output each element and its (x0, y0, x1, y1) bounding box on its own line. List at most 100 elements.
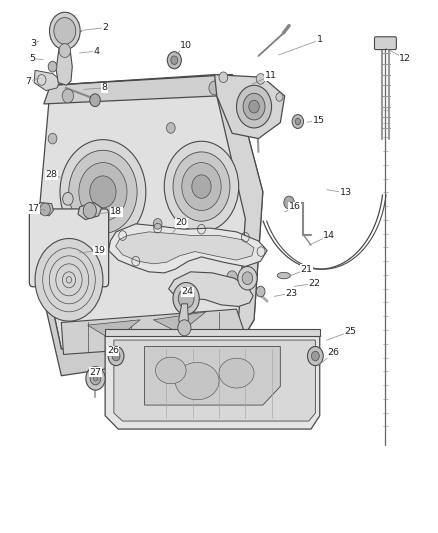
Circle shape (35, 239, 103, 321)
Polygon shape (88, 320, 140, 341)
Polygon shape (35, 235, 254, 376)
Text: 26: 26 (328, 349, 340, 357)
Polygon shape (153, 312, 206, 333)
Circle shape (49, 12, 80, 50)
Circle shape (192, 175, 211, 198)
FancyBboxPatch shape (29, 209, 109, 287)
Circle shape (238, 266, 257, 290)
Text: 17: 17 (28, 205, 40, 213)
Circle shape (79, 163, 127, 221)
Polygon shape (44, 75, 232, 104)
Circle shape (60, 140, 146, 244)
Circle shape (243, 93, 265, 120)
FancyBboxPatch shape (374, 37, 396, 50)
Circle shape (256, 286, 265, 297)
Text: 21: 21 (300, 265, 313, 273)
Text: 24: 24 (181, 287, 194, 296)
Text: 14: 14 (323, 231, 336, 240)
Polygon shape (37, 75, 263, 349)
Ellipse shape (155, 357, 186, 384)
Text: 23: 23 (285, 289, 297, 297)
Text: 12: 12 (399, 54, 411, 63)
Circle shape (209, 81, 220, 95)
Circle shape (86, 367, 105, 390)
Circle shape (48, 61, 57, 72)
Ellipse shape (277, 272, 290, 279)
Ellipse shape (219, 358, 254, 388)
Circle shape (108, 346, 124, 366)
Circle shape (173, 152, 230, 221)
Polygon shape (215, 75, 285, 139)
Circle shape (242, 272, 253, 285)
Circle shape (112, 351, 120, 361)
Text: 1: 1 (317, 36, 323, 44)
Circle shape (284, 196, 294, 209)
Text: 28: 28 (46, 171, 58, 179)
Text: 5: 5 (29, 54, 35, 63)
Text: 7: 7 (25, 77, 32, 86)
Circle shape (292, 115, 304, 128)
Circle shape (63, 192, 73, 205)
Circle shape (90, 176, 116, 208)
Polygon shape (105, 329, 320, 336)
Polygon shape (78, 203, 102, 220)
Polygon shape (114, 340, 315, 421)
Circle shape (59, 44, 71, 58)
Circle shape (166, 123, 175, 133)
Circle shape (48, 133, 57, 144)
Circle shape (178, 320, 191, 336)
Polygon shape (116, 232, 254, 264)
Text: 16: 16 (289, 203, 301, 211)
Circle shape (178, 289, 194, 308)
Circle shape (219, 72, 228, 83)
Polygon shape (36, 203, 53, 216)
Circle shape (90, 372, 101, 385)
Text: 4: 4 (93, 47, 99, 55)
Text: 3: 3 (30, 39, 36, 48)
Text: 13: 13 (340, 189, 352, 197)
Polygon shape (179, 304, 188, 328)
Text: 19: 19 (94, 246, 106, 255)
Text: 15: 15 (313, 116, 325, 125)
Ellipse shape (175, 362, 219, 400)
Circle shape (307, 346, 323, 366)
Circle shape (256, 74, 265, 84)
Circle shape (173, 282, 199, 314)
Polygon shape (109, 224, 267, 273)
Circle shape (171, 56, 178, 64)
Text: 11: 11 (265, 71, 277, 80)
Text: 22: 22 (308, 279, 321, 288)
Text: 8: 8 (101, 84, 107, 92)
Circle shape (182, 163, 221, 211)
Text: 10: 10 (180, 42, 192, 50)
Text: 20: 20 (176, 219, 188, 227)
Circle shape (69, 150, 137, 233)
Circle shape (83, 203, 96, 219)
Circle shape (90, 94, 100, 107)
Text: 18: 18 (110, 207, 122, 216)
Circle shape (153, 219, 162, 229)
Circle shape (93, 376, 98, 381)
Polygon shape (34, 70, 60, 91)
Circle shape (295, 118, 300, 125)
Text: 27: 27 (89, 368, 102, 376)
Text: 2: 2 (102, 23, 108, 32)
Circle shape (249, 100, 259, 113)
Circle shape (54, 18, 76, 44)
Text: 26: 26 (107, 346, 119, 355)
Circle shape (311, 351, 319, 361)
Circle shape (167, 52, 181, 69)
Circle shape (227, 271, 237, 284)
Circle shape (62, 89, 74, 103)
Polygon shape (105, 336, 320, 429)
Circle shape (164, 141, 239, 232)
Circle shape (276, 93, 283, 101)
Text: 25: 25 (344, 327, 357, 336)
Circle shape (76, 265, 86, 278)
Circle shape (64, 229, 72, 240)
Circle shape (40, 203, 50, 216)
Circle shape (237, 85, 272, 128)
Polygon shape (56, 48, 72, 85)
Polygon shape (217, 75, 263, 349)
Polygon shape (61, 309, 247, 354)
